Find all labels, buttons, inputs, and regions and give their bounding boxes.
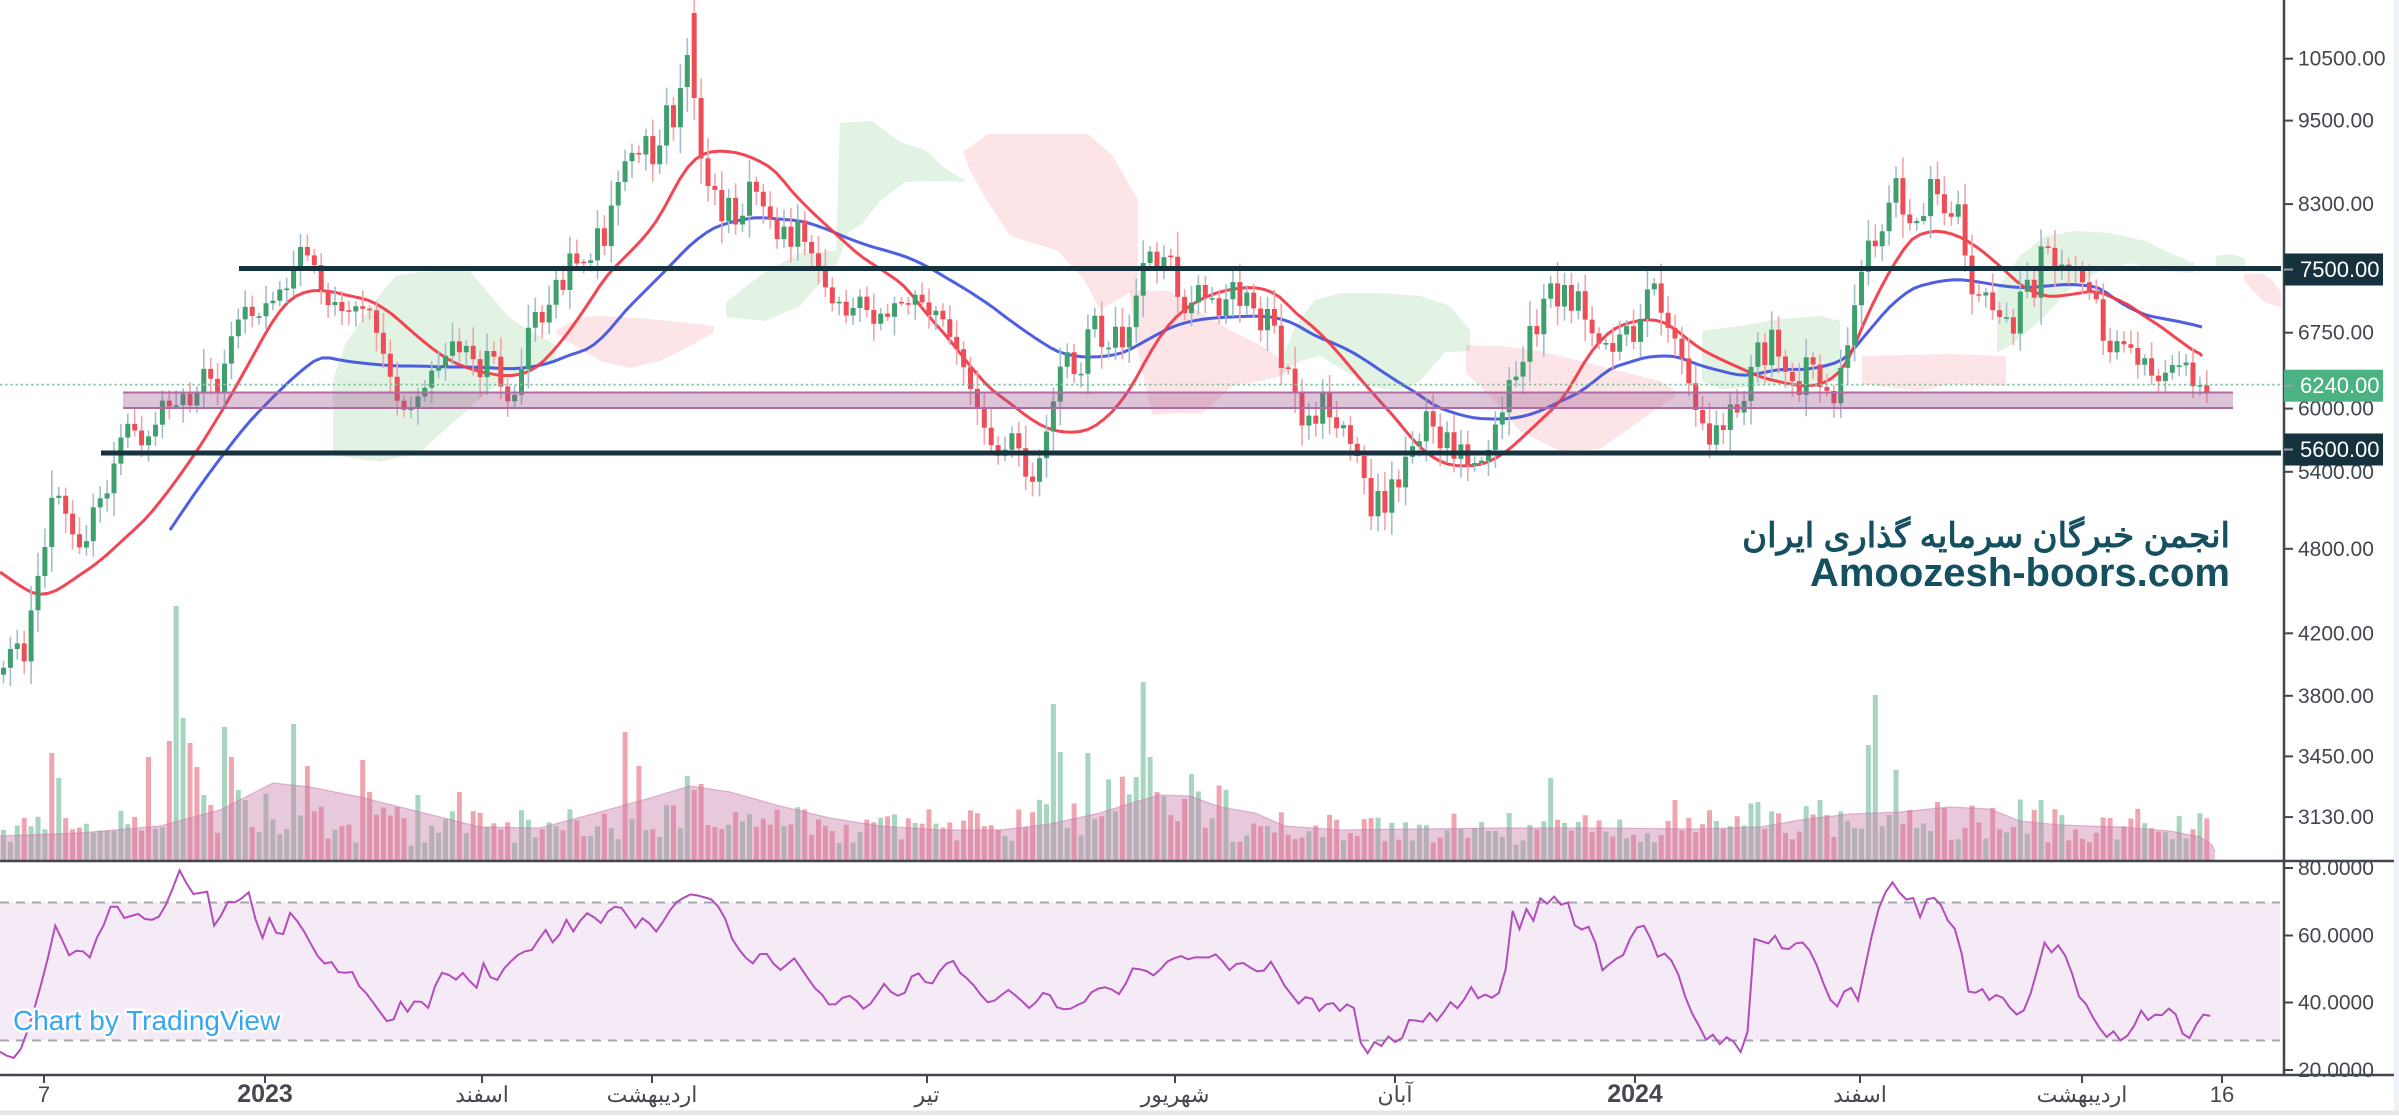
svg-text:2024: 2024 — [1607, 1080, 1663, 1108]
svg-text:3130.00: 3130.00 — [2298, 806, 2374, 829]
svg-text:4200.00: 4200.00 — [2298, 622, 2374, 645]
svg-text:16: 16 — [2210, 1082, 2234, 1107]
svg-text:20.0000: 20.0000 — [2298, 1059, 2374, 1082]
svg-text:8300.00: 8300.00 — [2298, 193, 2374, 216]
svg-text:6000.00: 6000.00 — [2298, 398, 2374, 421]
svg-text:2023: 2023 — [237, 1080, 293, 1108]
svg-text:5400.00: 5400.00 — [2298, 461, 2374, 484]
svg-text:6240.00: 6240.00 — [2300, 373, 2380, 398]
svg-text:7500.00: 7500.00 — [2300, 257, 2380, 282]
svg-text:تیر: تیر — [914, 1082, 940, 1108]
svg-text:7: 7 — [38, 1082, 50, 1107]
svg-text:6750.00: 6750.00 — [2298, 322, 2374, 345]
svg-text:اسفند: اسفند — [455, 1082, 509, 1107]
svg-text:انجمن خبرگان سرمایه گذاری ایرا: انجمن خبرگان سرمایه گذاری ایران — [1742, 515, 2230, 556]
svg-text:9500.00: 9500.00 — [2298, 110, 2374, 133]
svg-text:3450.00: 3450.00 — [2298, 745, 2374, 768]
svg-text:Chart by TradingView: Chart by TradingView — [13, 1005, 281, 1036]
svg-text:10500.00: 10500.00 — [2298, 48, 2386, 71]
svg-text:اسفند: اسفند — [1833, 1082, 1887, 1107]
svg-text:Amoozesh-boors.com: Amoozesh-boors.com — [1810, 551, 2230, 595]
svg-text:اردیبهشت: اردیبهشت — [2037, 1082, 2128, 1108]
svg-text:3800.00: 3800.00 — [2298, 685, 2374, 708]
svg-text:آبان: آبان — [1377, 1081, 1413, 1107]
svg-text:40.0000: 40.0000 — [2298, 992, 2374, 1015]
svg-text:5600.00: 5600.00 — [2300, 437, 2380, 462]
svg-text:4800.00: 4800.00 — [2298, 538, 2374, 561]
svg-text:شهریور: شهریور — [1140, 1082, 1210, 1108]
svg-text:اردیبهشت: اردیبهشت — [607, 1082, 698, 1108]
svg-text:80.0000: 80.0000 — [2298, 857, 2374, 880]
svg-text:60.0000: 60.0000 — [2298, 925, 2374, 948]
